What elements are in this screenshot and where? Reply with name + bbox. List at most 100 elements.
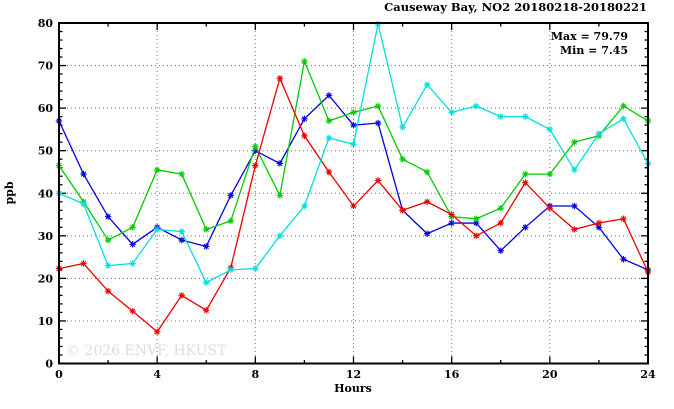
marker-stroke bbox=[326, 169, 332, 175]
data-point-marker bbox=[104, 236, 112, 244]
marker-stroke bbox=[301, 116, 308, 122]
marker-stroke bbox=[620, 116, 627, 122]
data-point-marker bbox=[497, 247, 504, 254]
y-tick-label: 10 bbox=[38, 315, 54, 328]
marker-stroke bbox=[424, 82, 430, 88]
data-point-marker bbox=[178, 292, 185, 299]
marker-stroke bbox=[228, 218, 234, 224]
marker-stroke bbox=[596, 220, 602, 226]
data-point-marker bbox=[301, 202, 308, 210]
data-point-marker bbox=[423, 198, 431, 205]
data-point-marker bbox=[374, 102, 382, 110]
tick-label-layer: 0 4 8 12 16 20 24 0 10 20 30 40 50 60 70 80 bbox=[38, 17, 656, 381]
marker-stroke bbox=[326, 118, 332, 124]
marker-stroke bbox=[203, 279, 209, 286]
marker-stroke bbox=[571, 139, 578, 145]
data-point-marker bbox=[620, 115, 627, 122]
data-point-marker bbox=[350, 141, 357, 148]
data-point-marker bbox=[497, 219, 504, 227]
data-point-marker bbox=[276, 160, 284, 167]
data-point-marker bbox=[129, 241, 136, 248]
marker-stroke bbox=[399, 207, 406, 213]
marker-stroke bbox=[203, 243, 209, 250]
marker-stroke bbox=[105, 262, 111, 269]
marker-stroke bbox=[179, 171, 185, 177]
data-point-marker bbox=[595, 224, 603, 231]
marker-stroke bbox=[498, 220, 504, 226]
marker-stroke bbox=[277, 160, 283, 167]
data-point-marker bbox=[227, 217, 234, 225]
data-point-marker bbox=[276, 232, 284, 240]
y-tick-label: 0 bbox=[45, 358, 53, 371]
marker-stroke bbox=[620, 216, 627, 222]
marker-stroke bbox=[620, 256, 627, 262]
data-point-marker bbox=[80, 260, 87, 267]
data-point-marker bbox=[227, 266, 234, 274]
data-point-marker bbox=[104, 287, 112, 295]
y-tick-label: 60 bbox=[38, 102, 54, 115]
marker-stroke bbox=[399, 124, 406, 130]
data-point-marker bbox=[571, 226, 578, 233]
x-tick-label: 0 bbox=[55, 368, 63, 381]
data-point-marker bbox=[178, 228, 185, 235]
max-annotation: Max = 79.79 bbox=[551, 30, 628, 43]
marker-stroke bbox=[424, 231, 430, 237]
y-tick-label: 70 bbox=[38, 60, 54, 73]
marker-stroke bbox=[179, 228, 185, 235]
x-tick-label: 24 bbox=[640, 368, 656, 381]
data-point-marker bbox=[595, 219, 603, 227]
marker-stroke bbox=[129, 224, 136, 230]
marker-stroke bbox=[301, 58, 308, 64]
data-point-marker bbox=[522, 224, 529, 231]
data-point-marker bbox=[153, 166, 161, 174]
marker-stroke bbox=[547, 126, 553, 133]
data-point-marker bbox=[153, 328, 161, 335]
data-point-marker bbox=[276, 192, 284, 199]
marker-stroke bbox=[449, 220, 455, 226]
data-point-marker bbox=[399, 207, 406, 214]
data-point-marker bbox=[178, 236, 185, 244]
data-point-marker bbox=[325, 117, 333, 125]
marker-stroke bbox=[473, 233, 479, 239]
data-point-marker bbox=[129, 307, 136, 315]
marker-stroke bbox=[129, 241, 136, 247]
x-axis-label: Hours bbox=[334, 382, 372, 395]
y-axis-label: ppb bbox=[3, 181, 16, 204]
data-point-marker bbox=[80, 170, 87, 178]
y-tick-label: 20 bbox=[38, 272, 54, 285]
data-point-marker bbox=[546, 170, 554, 178]
marker-stroke bbox=[80, 171, 87, 177]
data-point-marker bbox=[153, 226, 161, 233]
series-green bbox=[55, 58, 652, 244]
marker-stroke bbox=[80, 260, 87, 267]
data-point-marker bbox=[522, 170, 529, 178]
marker-stroke bbox=[252, 265, 258, 272]
marker-stroke bbox=[154, 167, 160, 173]
marker-stroke bbox=[203, 307, 209, 313]
marker-stroke bbox=[350, 141, 357, 147]
marker-stroke bbox=[105, 237, 111, 243]
data-point-marker bbox=[473, 232, 480, 240]
marker-stroke bbox=[252, 162, 258, 169]
marker-stroke bbox=[277, 75, 283, 81]
marker-stroke bbox=[154, 329, 160, 335]
data-point-marker bbox=[325, 134, 333, 142]
data-point-marker bbox=[203, 226, 210, 233]
marker-stroke bbox=[596, 224, 602, 230]
data-point-marker bbox=[252, 143, 259, 150]
marker-stroke bbox=[129, 308, 136, 314]
marker-stroke bbox=[203, 226, 209, 233]
data-point-marker bbox=[350, 121, 357, 129]
data-point-marker bbox=[473, 102, 480, 110]
marker-stroke bbox=[571, 203, 578, 209]
data-point-marker bbox=[448, 219, 455, 227]
x-tick-label: 20 bbox=[542, 368, 558, 381]
marker-stroke bbox=[350, 203, 357, 209]
data-point-marker bbox=[571, 166, 578, 174]
grid-layer bbox=[59, 23, 648, 364]
data-point-marker bbox=[423, 81, 431, 88]
marker-stroke bbox=[129, 260, 136, 267]
data-point-marker bbox=[522, 179, 529, 186]
chart-title: Causeway Bay, NO2 20180218-20180221 bbox=[384, 0, 647, 14]
